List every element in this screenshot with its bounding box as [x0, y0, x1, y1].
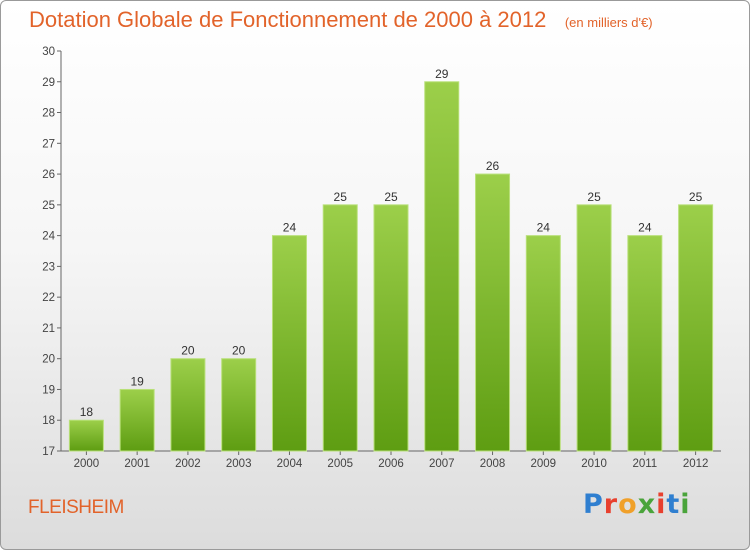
value-label-2000: 18 [80, 405, 94, 419]
x-tick-label: 2000 [74, 458, 100, 470]
x-tick-label: 2003 [226, 458, 252, 470]
bars [68, 81, 714, 452]
y-tick-label: 21 [42, 323, 55, 335]
bar-2004[interactable] [271, 235, 307, 452]
x-tick-label: 2011 [632, 458, 657, 470]
value-label-2002: 20 [181, 344, 195, 358]
y-tick-label: 26 [42, 169, 55, 181]
proxiti-logo[interactable]: Proxiti [583, 489, 691, 520]
chart-title: Dotation Globale de Fonctionnement de 20… [29, 7, 547, 32]
bar-2002[interactable] [170, 358, 206, 452]
bar-2003[interactable] [221, 358, 257, 452]
x-tick-label: 2005 [327, 458, 353, 470]
proxiti-logo-letter: P [583, 489, 604, 520]
commune-name: FLEISHEIM [28, 497, 124, 518]
value-label-2005: 25 [334, 190, 348, 204]
proxiti-logo-letter: t [666, 489, 681, 520]
bar-2007[interactable] [424, 81, 460, 452]
x-tick-label: 2006 [378, 458, 404, 470]
bar-2011[interactable] [627, 235, 663, 452]
y-tick-label: 23 [42, 261, 55, 273]
y-tick-label: 24 [42, 231, 55, 243]
y-tick-label: 17 [42, 446, 55, 458]
bar-2012[interactable] [678, 204, 714, 452]
value-label-2007: 29 [435, 67, 449, 81]
title-row: Dotation Globale de Fonctionnement de 20… [29, 7, 653, 33]
x-tick-label: 2001 [124, 458, 150, 470]
y-tick-label: 19 [42, 384, 55, 396]
y-tick-label: 25 [42, 200, 55, 212]
y-tick-label: 28 [42, 108, 55, 120]
value-label-2001: 19 [130, 374, 144, 388]
y-tick-label: 20 [42, 354, 55, 366]
bar-2008[interactable] [475, 173, 511, 452]
value-label-2009: 24 [537, 221, 551, 235]
bar-2005[interactable] [322, 204, 358, 452]
x-tick-label: 2007 [429, 458, 455, 470]
bar-2000[interactable] [68, 419, 104, 452]
value-labels: 18 19 20 20 24 25 25 29 26 24 25 24 25 [80, 67, 703, 419]
value-label-2011: 24 [638, 221, 652, 235]
value-label-2003: 20 [232, 344, 246, 358]
value-label-2004: 24 [283, 221, 297, 235]
bar-2006[interactable] [373, 204, 409, 452]
value-label-2008: 26 [486, 159, 500, 173]
value-label-2006: 25 [384, 190, 398, 204]
bar-2009[interactable] [525, 235, 561, 452]
proxiti-logo-letter: x [637, 489, 657, 520]
y-tick-label: 27 [42, 138, 55, 150]
y-axis: 17 18 19 20 21 22 23 24 25 26 27 28 29 30 [42, 46, 62, 458]
x-tick-label: 2004 [277, 458, 303, 470]
bar-2010[interactable] [576, 204, 612, 452]
value-label-2010: 25 [587, 190, 601, 204]
y-tick-label: 18 [42, 415, 55, 427]
x-tick-label: 2008 [480, 458, 506, 470]
proxiti-logo-letter: i [656, 489, 667, 520]
x-axis: 2000 2001 2002 2003 2004 2005 2006 2007 2008 2009… [61, 450, 721, 470]
proxiti-logo-letter: o [618, 489, 638, 520]
y-tick-label: 30 [42, 46, 55, 58]
x-tick-label: 2009 [531, 458, 557, 470]
bar-2001[interactable] [119, 388, 155, 452]
y-tick-label: 29 [42, 77, 55, 89]
y-tick-label: 22 [42, 292, 55, 304]
x-tick-label: 2010 [581, 458, 607, 470]
value-label-2012: 25 [689, 190, 703, 204]
x-tick-label: 2002 [175, 458, 201, 470]
proxiti-logo-letter: r [603, 489, 619, 520]
proxiti-logo-letter: i [680, 489, 691, 520]
chart-unit: (en milliers d'€) [564, 15, 653, 30]
x-tick-label: 2012 [683, 458, 709, 470]
